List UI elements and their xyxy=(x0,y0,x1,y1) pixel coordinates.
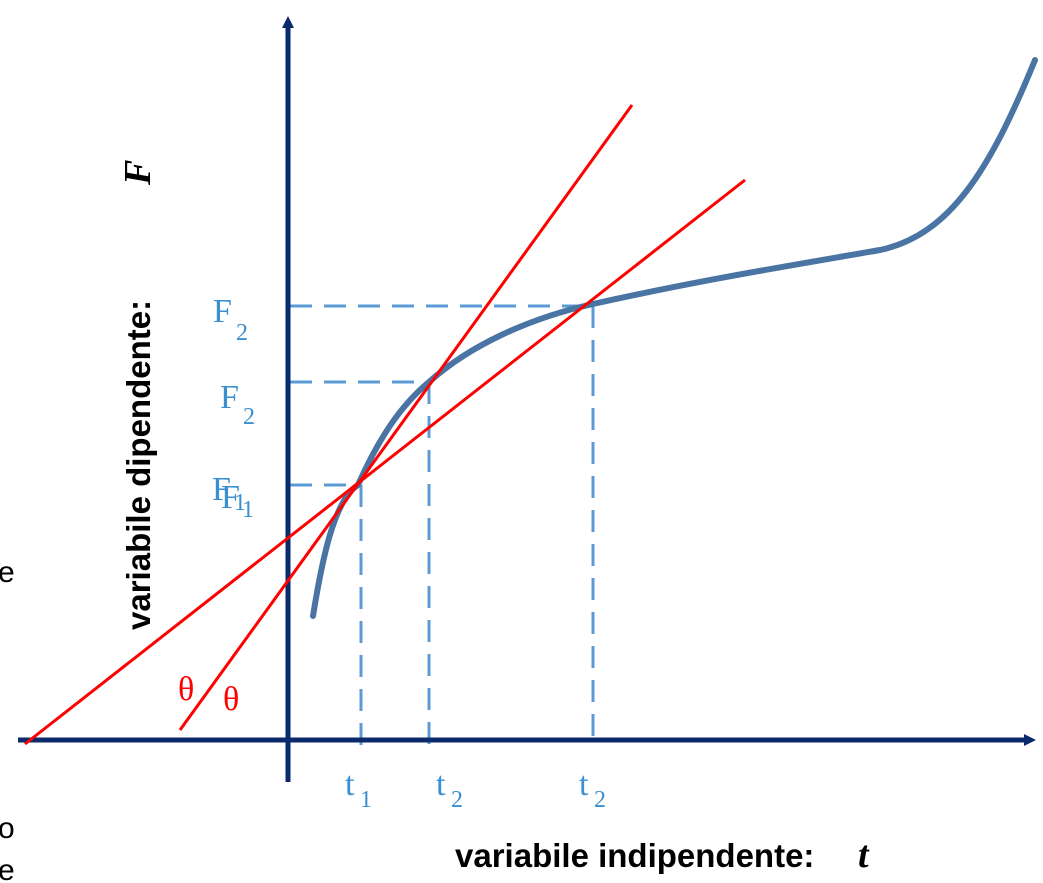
tick-F1b-base: F xyxy=(221,479,240,516)
tick-t1-sub: 1 xyxy=(360,787,372,813)
tick-t1-base: t xyxy=(345,766,355,803)
tick-F1-overlap: F 1 F 1 xyxy=(212,471,254,523)
theta-label-1: θ xyxy=(178,671,194,708)
tick-t2b-sub: 2 xyxy=(594,787,606,813)
tick-F2-top-base: F xyxy=(213,293,232,330)
x-axis-symbol: t xyxy=(858,834,870,876)
y-axis-title: variabile dipendente: F xyxy=(117,160,159,630)
secant-line xyxy=(24,178,746,746)
function-curve xyxy=(310,57,1038,619)
tick-t2b-base: t xyxy=(579,766,589,803)
secant-line-steep xyxy=(178,104,634,731)
y-axis-label: variabile dipendente: xyxy=(120,300,157,630)
tick-t2a: t 2 xyxy=(436,766,463,813)
tick-t2a-sub: 2 xyxy=(451,787,463,813)
tick-t2b: t 2 xyxy=(579,766,606,813)
tick-F2-mid-sub: 2 xyxy=(243,404,255,430)
cut-text-3: e xyxy=(0,854,15,883)
tick-F2-top-sub: 2 xyxy=(236,320,248,346)
theta-label-2: θ xyxy=(223,681,239,718)
guide-lines xyxy=(290,304,595,745)
tick-t2a-base: t xyxy=(436,766,446,803)
tick-t1: t 1 xyxy=(345,766,372,813)
cut-text-2: o xyxy=(0,812,15,845)
tick-F2-mid-base: F xyxy=(220,379,239,416)
tick-F2-top: F 2 xyxy=(213,293,248,346)
tick-F2-mid: F 2 xyxy=(220,379,255,430)
tick-F1a-sub: 1 xyxy=(234,490,246,516)
tick-F1b-sub: 1 xyxy=(242,497,254,523)
y-axis-symbol: F xyxy=(117,160,159,186)
tick-F1a-base: F xyxy=(212,471,231,508)
x-axis-title: variabile indipendente: t xyxy=(455,834,870,876)
cut-text-1: e xyxy=(0,556,15,589)
x-axis-label: variabile indipendente: xyxy=(455,837,814,874)
